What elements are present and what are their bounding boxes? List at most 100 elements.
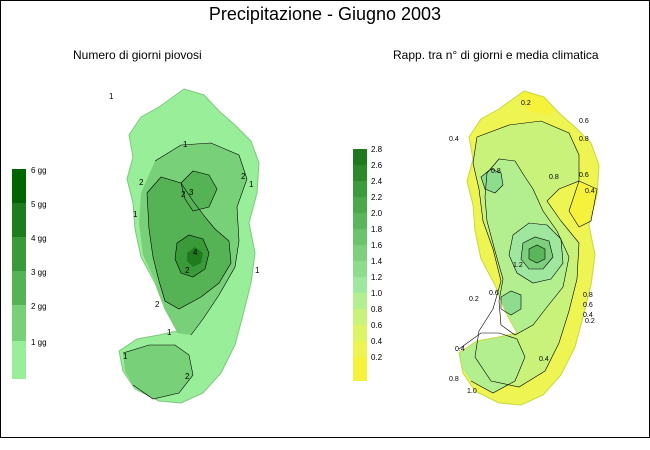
legend-swatch-2.4 [353, 181, 367, 197]
zone-3gg-north [181, 171, 217, 211]
legend-swatch-6gg [12, 169, 26, 203]
contour-line [480, 168, 504, 194]
contour-label: 4 [193, 248, 198, 257]
legend-label-2.8: 2.8 [371, 145, 383, 154]
ratio-map: 0.2 0.4 0.6 0.8 1.2 0.8 0.6 0.4 0.2 0.8 … [449, 90, 600, 406]
contour-line [500, 290, 522, 316]
contour-line [520, 236, 554, 270]
contour-label: 0.4 [449, 136, 459, 143]
contour-line [528, 244, 546, 264]
legend-swatch-1.4 [353, 261, 367, 277]
legend-swatch-5gg [12, 203, 26, 237]
contour-label: 2 [241, 172, 246, 181]
contour-label: 0.8 [583, 292, 593, 299]
legend-label-0.4: 0.4 [371, 337, 383, 346]
legend-label-1.4: 1.4 [371, 257, 383, 266]
legend-swatch-1.2 [353, 277, 367, 293]
legend-swatch-1.8 [353, 229, 367, 245]
contour-label: 1 [109, 92, 114, 101]
legend-swatch-1.0 [353, 293, 367, 309]
zone-0.6-west [459, 333, 525, 393]
legend-label-2gg: 2 gg [31, 302, 47, 311]
legend-label-1gg: 1 gg [31, 338, 47, 347]
contour-label: 0.2 [585, 318, 595, 325]
legend-label-4gg: 4 gg [31, 234, 47, 243]
legend-label-2.0: 2.0 [371, 209, 383, 218]
legend-swatch-3gg [12, 271, 26, 305]
contour-label: 0.8 [579, 136, 589, 143]
contour-label: 0.6 [489, 290, 499, 297]
legend-label-6gg: 6 gg [31, 166, 47, 175]
contour-line [484, 158, 570, 336]
contour-line [122, 344, 194, 400]
left-panel-subtitle: Numero di giorni piovosi [73, 48, 202, 62]
contour-label: 0.8 [449, 376, 459, 383]
contour-label: 2 [185, 372, 190, 381]
contour-label: 2 [185, 266, 190, 275]
contour-line [146, 176, 232, 310]
contour-label: 1 [123, 352, 128, 361]
contour-label: 2 [155, 300, 160, 309]
contour-label: 0.6 [579, 172, 589, 179]
contour-line [472, 120, 580, 388]
legend-swatch-1gg [12, 341, 26, 379]
legend-swatch-2.8 [353, 149, 367, 165]
contour-line [458, 332, 526, 394]
contour-line [154, 142, 248, 336]
zone-2gg-south [123, 345, 193, 399]
island-outline [118, 88, 260, 404]
contour-label: 1 [249, 180, 254, 189]
contour-label: 0.2 [521, 100, 531, 107]
zone-0.2-east [569, 181, 597, 227]
contour-label: 0.6 [583, 302, 593, 309]
contour-line [174, 234, 210, 278]
legend-swatch-2.2 [353, 197, 367, 213]
contour-label: 2 [181, 190, 186, 199]
contour-label: 1 [255, 266, 260, 275]
contour-line [508, 222, 564, 284]
legend-swatch-4gg [12, 237, 26, 271]
legend-swatch-1.6 [353, 245, 367, 261]
legend-label-5gg: 5 gg [31, 200, 47, 209]
legend-swatch-0.2 [353, 357, 367, 381]
legend-label-2.6: 2.6 [371, 161, 383, 170]
contour-label: 0.4 [455, 346, 465, 353]
legend-label-2.2: 2.2 [371, 193, 383, 202]
contour-label: 1.0 [467, 388, 477, 395]
legend-label-0.6: 0.6 [371, 321, 383, 330]
contour-line [180, 170, 218, 212]
legend-label-1.6: 1.6 [371, 241, 383, 250]
legend-swatch-0.6 [353, 325, 367, 341]
legend-label-1.2: 1.2 [371, 273, 383, 282]
contour-label: 0.8 [491, 168, 501, 175]
contour-label: 0.4 [539, 356, 549, 363]
zone-5gg [187, 247, 203, 267]
legend-label-1.0: 1.0 [371, 289, 383, 298]
island-outline [458, 90, 600, 406]
legend-swatch-0.8 [353, 309, 367, 325]
figure-frame: Precipitazione - Giugno 2003 Numero di g… [0, 0, 650, 438]
contour-label: 0.4 [583, 312, 593, 319]
legend-swatch-2gg [12, 305, 26, 341]
contour-label: 0.8 [549, 174, 559, 181]
rainy-days-map: 1 1 1 1 2 2 2 2 3 4 2 1 2 1 1 [109, 88, 260, 404]
figure-title: Precipitazione - Giugno 2003 [208, 4, 442, 24]
zone-1.0-south [501, 291, 521, 315]
contour-label: 1.2 [513, 262, 523, 269]
contour-label: 0.4 [585, 188, 595, 195]
legend-label-2.4: 2.4 [371, 177, 383, 186]
legend-swatch-2.6 [353, 165, 367, 181]
legend-label-3gg: 3 gg [31, 268, 47, 277]
legend-swatch-2.0 [353, 213, 367, 229]
contour-label: 1 [183, 140, 188, 149]
contour-label: 3 [189, 188, 194, 197]
zone-1.2-north [481, 169, 503, 193]
legend-label-1.8: 1.8 [371, 225, 383, 234]
legend-label-0.8: 0.8 [371, 305, 383, 314]
contour-label: 2 [139, 178, 144, 187]
contour-line [568, 180, 598, 228]
legend-label-0.2: 0.2 [371, 353, 383, 362]
zone-2.0 [529, 245, 545, 263]
legend-swatch-0.4 [353, 341, 367, 357]
contour-label: 1 [167, 328, 172, 337]
